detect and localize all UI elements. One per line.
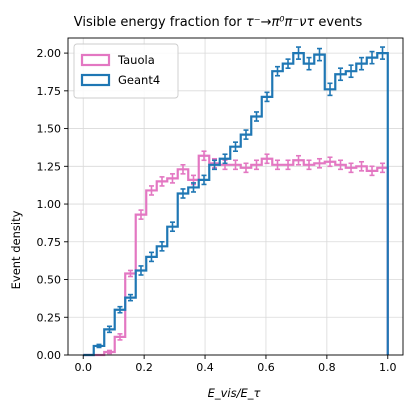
chart-title: Visible energy fraction for τ⁻→π⁰π⁻ντ ev… xyxy=(74,15,363,30)
error-bar xyxy=(380,46,386,60)
x-axis-label-text: E_vis/E_τ xyxy=(208,386,261,400)
error-bar xyxy=(138,209,144,220)
error-bar xyxy=(317,157,323,169)
error-bar xyxy=(338,67,344,82)
error-bar xyxy=(253,159,259,171)
error-bar xyxy=(369,50,375,65)
legend: Tauola Geant4 xyxy=(73,43,179,99)
y-tick-label: 0.25 xyxy=(37,311,62,324)
error-bar xyxy=(296,46,302,60)
y-tick-label: 1.00 xyxy=(37,198,62,211)
legend-item-tauola: Tauola xyxy=(80,53,155,67)
error-bar xyxy=(285,159,291,171)
error-bar xyxy=(212,159,218,171)
chart-title-prefix: Visible energy fraction for xyxy=(74,15,246,30)
y-tick-label: 1.50 xyxy=(37,123,62,136)
error-bar xyxy=(264,91,270,103)
x-tick-label: 0.0 xyxy=(74,361,92,374)
x-tick-label: 0.2 xyxy=(135,361,153,374)
error-bar xyxy=(243,162,249,174)
error-bar xyxy=(285,58,291,69)
y-tick-label: 0.00 xyxy=(37,349,62,362)
error-bar xyxy=(96,343,102,349)
series-geant4 xyxy=(83,46,389,357)
error-bar xyxy=(317,47,323,62)
x-tick-label: 1.0 xyxy=(379,361,397,374)
legend-item-geant4: Geant4 xyxy=(80,73,160,87)
x-tick-label: 0.6 xyxy=(257,361,275,374)
plot-frame xyxy=(67,37,404,356)
error-bar xyxy=(359,160,365,172)
error-bar xyxy=(275,159,281,171)
error-bar xyxy=(338,159,344,171)
error-bar xyxy=(201,150,207,162)
error-bar xyxy=(348,162,354,174)
error-bar xyxy=(148,185,154,196)
y-tick-label: 0.50 xyxy=(37,274,62,287)
x-tick-label: 0.8 xyxy=(318,361,336,374)
error-bar xyxy=(159,176,165,187)
error-bar xyxy=(369,165,375,177)
error-bar xyxy=(348,64,354,79)
error-bar xyxy=(243,129,249,140)
error-bar xyxy=(180,164,186,175)
tick-labels: 0.0 0.2 0.4 0.6 0.8 1.0 0.00 0.25 0.50 0.75 1.00 1.… xyxy=(37,47,397,374)
chart-title-formula: τ⁻→π⁰π⁻ντ xyxy=(246,15,315,30)
error-bar xyxy=(233,159,238,171)
y-tick-label: 1.75 xyxy=(37,85,62,98)
x-axis-label: E_vis/E_τ xyxy=(208,386,261,400)
error-bar xyxy=(233,141,238,153)
x-tick-label: 0.4 xyxy=(196,361,214,374)
error-bar xyxy=(327,156,333,168)
error-bar xyxy=(169,221,175,233)
y-tick-label: 0.75 xyxy=(37,236,62,249)
error-bar xyxy=(127,293,133,302)
error-bar xyxy=(169,173,175,184)
y-tick-label: 2.00 xyxy=(37,47,62,60)
legend-label: Tauola xyxy=(117,53,155,67)
series-tauola xyxy=(83,150,389,357)
error-bar xyxy=(180,188,186,199)
error-bar xyxy=(275,65,281,77)
error-bar xyxy=(222,153,228,165)
error-bar xyxy=(106,325,112,334)
histogram-step-line xyxy=(83,51,389,357)
error-bar xyxy=(306,56,312,71)
error-bar xyxy=(117,305,123,314)
histogram-step-line xyxy=(83,154,389,357)
error-bar xyxy=(159,240,165,252)
error-bar xyxy=(138,265,144,276)
error-bar xyxy=(253,111,259,122)
error-bar xyxy=(190,182,196,193)
error-bar xyxy=(264,153,270,165)
error-bar xyxy=(127,269,133,278)
error-bar xyxy=(106,349,112,355)
error-bar xyxy=(296,154,302,166)
legend-swatch xyxy=(80,73,111,87)
error-bar xyxy=(359,56,365,71)
error-bar xyxy=(306,159,312,171)
legend-swatch xyxy=(80,53,111,67)
axes xyxy=(64,37,404,359)
series-group xyxy=(83,46,389,357)
error-bar xyxy=(327,82,333,97)
y-axis-label: Event density xyxy=(9,210,23,289)
error-bar xyxy=(201,174,207,186)
chart-title-suffix: events xyxy=(314,15,362,30)
error-bar xyxy=(148,251,154,263)
error-bar xyxy=(380,162,386,174)
y-tick-label: 1.25 xyxy=(37,160,62,173)
legend-label: Geant4 xyxy=(118,73,160,87)
error-bar xyxy=(117,333,123,341)
